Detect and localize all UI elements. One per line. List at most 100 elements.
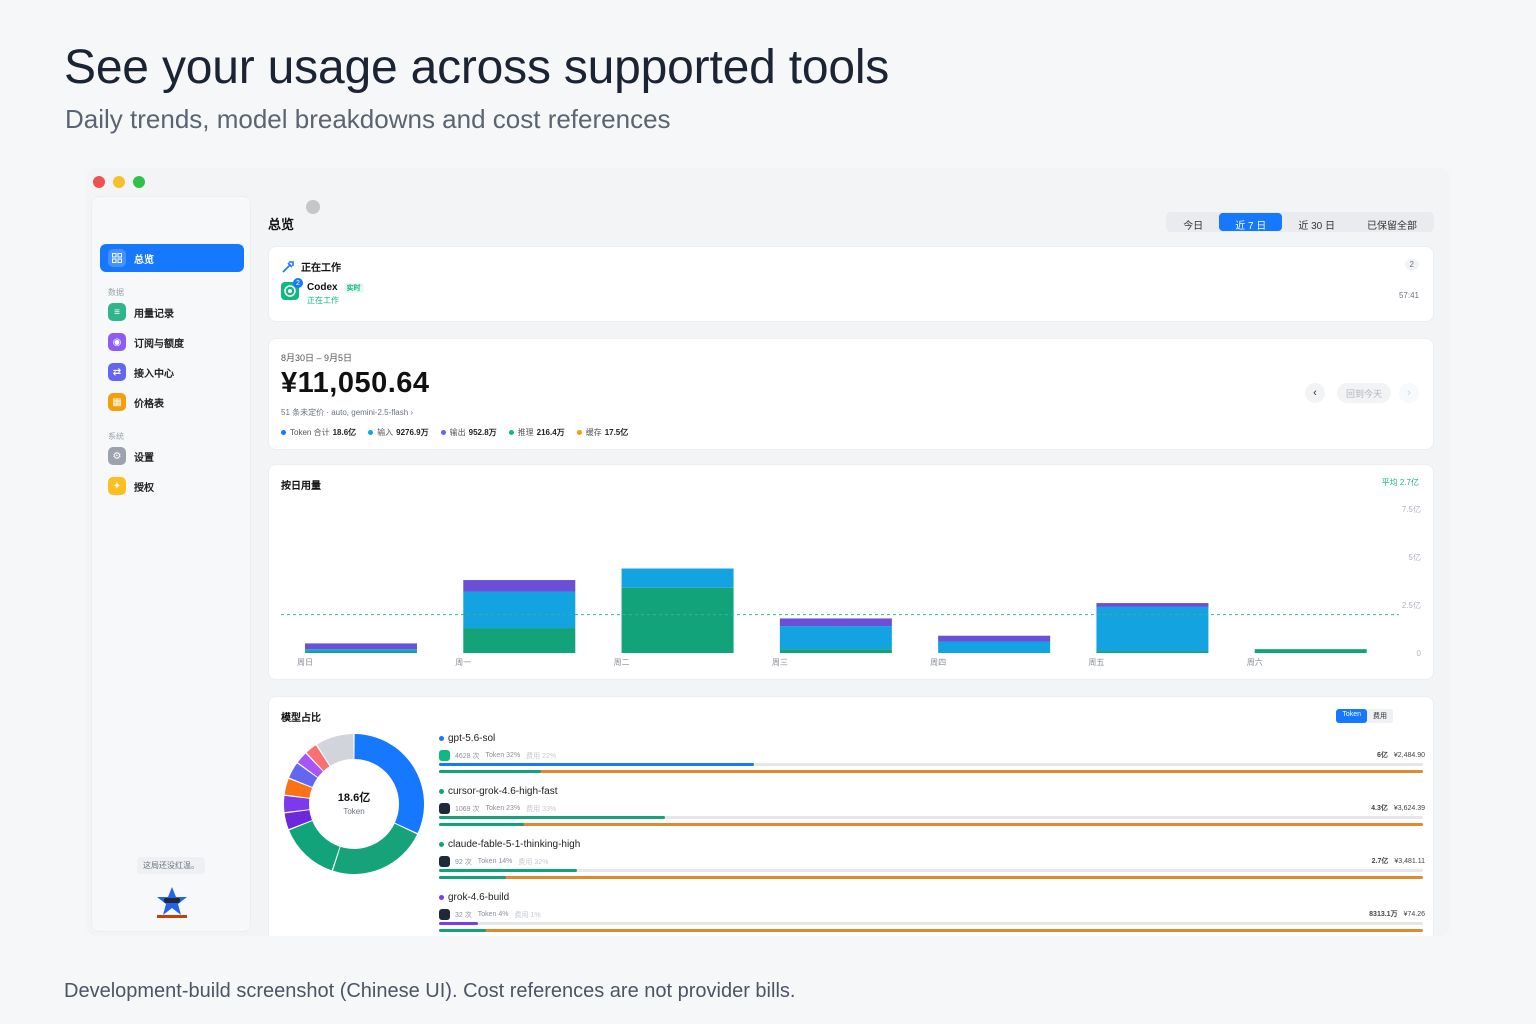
- model-name: grok-4.6-build: [439, 892, 1425, 903]
- legend-dot-icon: [440, 430, 446, 436]
- provider-icon: [439, 909, 450, 920]
- token-share: Token 32%: [485, 752, 521, 759]
- model-totals: 2.7亿 ¥3,481.11: [1372, 856, 1425, 866]
- bar-segment[interactable]: [1096, 603, 1209, 607]
- model-totals: 6亿 ¥2,484.90: [1377, 750, 1425, 760]
- close-window-button[interactable]: [93, 176, 105, 188]
- token-share-fill: [439, 816, 666, 819]
- bar-segment[interactable]: [463, 591, 576, 629]
- legend-label: Token 合计: [290, 428, 330, 437]
- bar-segment[interactable]: [1254, 649, 1367, 653]
- model-cost: ¥3,624.39: [1393, 805, 1425, 812]
- cost-share: 费用 1%: [514, 911, 541, 919]
- bar-segment[interactable]: [1096, 606, 1209, 652]
- model-row[interactable]: gpt-5.6-sol 4628 次 Token 32% 费用 22% 6亿 ¥2,484…: [439, 733, 1425, 773]
- model-tokens: 8313.1万: [1369, 911, 1398, 918]
- bar-segment[interactable]: [463, 580, 576, 592]
- breakdown-bar: [439, 823, 1423, 826]
- y-tick-label: 2.5亿: [1402, 600, 1421, 610]
- donut-slice[interactable]: [284, 795, 310, 813]
- model-name-text: grok-4.6-build: [448, 892, 510, 903]
- x-tick-label: 周三: [772, 658, 788, 667]
- donut-center-label: Token: [343, 807, 365, 816]
- prev-period-button[interactable]: ‹: [1305, 383, 1325, 403]
- bar-segment[interactable]: [305, 643, 417, 650]
- donut-slice[interactable]: [297, 753, 323, 778]
- model-row[interactable]: claude-fable-5-1-thinking-high 92 次 Token …: [439, 839, 1425, 879]
- sidebar-item-subscriptions[interactable]: ◉ 订阅与额度: [100, 328, 244, 356]
- sidebar-section-data: 数据: [108, 288, 124, 297]
- donut-slice[interactable]: [284, 810, 312, 830]
- bar-segment[interactable]: [305, 649, 417, 652]
- model-dot-icon: [439, 895, 444, 900]
- sidebar-item-integrations[interactable]: ⇄ 接入中心: [100, 358, 244, 386]
- sidebar-item-pricing[interactable]: ▦ 价格表: [100, 388, 244, 416]
- x-tick-label: 周五: [1088, 658, 1104, 667]
- model-totals: 4.3亿 ¥3,624.39: [1371, 803, 1425, 813]
- model-title: 模型占比: [281, 713, 321, 724]
- next-period-button[interactable]: ›: [1399, 383, 1419, 403]
- bar-segment[interactable]: [1096, 651, 1209, 653]
- model-tokens: 6亿: [1376, 752, 1388, 759]
- bar-segment[interactable]: [938, 641, 1051, 653]
- daily-bar-chart: 7.5亿 5亿 2.5亿 0 周日 周一 周二 周三 周四 周五 周六: [281, 504, 1422, 667]
- model-share-card: 模型占比 Token 费用 18.6亿 Token gpt-5.6-sol 462…: [268, 696, 1434, 936]
- back-today-button[interactable]: 回到今天: [1336, 383, 1391, 403]
- donut-slice[interactable]: [306, 745, 330, 771]
- zoom-window-button[interactable]: [133, 176, 145, 188]
- sidebar-item-license[interactable]: ✦ 授权: [100, 472, 244, 500]
- bar-segment[interactable]: [621, 568, 734, 588]
- legend-dot-icon: [508, 430, 514, 436]
- sidebar-item-label: 用量记录: [134, 308, 174, 320]
- bar-segment[interactable]: [463, 628, 576, 653]
- summary-card: 8月30日 – 9月5日 ¥11,050.64 51 条未定价 · auto, …: [268, 338, 1434, 450]
- toggle-cost[interactable]: 费用: [1373, 713, 1387, 720]
- x-tick-label: 周日: [297, 658, 313, 667]
- hammer-icon: [282, 260, 294, 273]
- bar-segment[interactable]: [779, 649, 892, 653]
- bar-segment[interactable]: [621, 587, 734, 653]
- model-tokens: 4.3亿: [1371, 805, 1388, 812]
- sidebar-item-settings[interactable]: ⚙ 设置: [100, 442, 244, 470]
- donut-slice[interactable]: [333, 823, 418, 874]
- tool-name: Codex: [307, 282, 338, 293]
- app-window: 总览 数据 ≡ 用量记录 ◉ 订阅与额度 ⇄ 接入中心 ▦ 价格表 系统 ⚙ 设…: [86, 168, 1450, 936]
- y-tick-label: 7.5亿: [1402, 504, 1421, 514]
- working-count-badge: 2: [1404, 259, 1419, 270]
- range-all[interactable]: 已保留全部: [1367, 221, 1417, 232]
- bar-segment[interactable]: [305, 651, 417, 653]
- call-count: 4628 次: [455, 752, 480, 760]
- donut-slice[interactable]: [284, 778, 312, 798]
- hero-title: See your usage across supported tools: [64, 41, 890, 94]
- token-legend: Token 合计 18.6亿 输入 9276.9万 输出 952.8万 推理 216.4万 缓存…: [281, 427, 628, 438]
- token-share-fill: [439, 869, 577, 872]
- donut-slice[interactable]: [317, 734, 354, 766]
- token-share: Token 4%: [477, 911, 509, 918]
- sidebar-item-overview[interactable]: 总览: [100, 244, 244, 272]
- model-row[interactable]: cursor-grok-4.6-high-fast 1069 次 Token 23%…: [439, 786, 1425, 826]
- model-meta: 1069 次 Token 23% 费用 33%: [439, 803, 1425, 814]
- user-circle-icon: ◉: [108, 333, 126, 351]
- donut-slice[interactable]: [289, 820, 340, 871]
- mascot-logo[interactable]: [154, 885, 190, 919]
- breakdown-fill: [439, 929, 487, 932]
- bar-segment[interactable]: [779, 618, 892, 627]
- model-row[interactable]: grok-4.6-build 32 次 Token 4% 费用 1% 8313.1万 ¥7…: [439, 892, 1425, 932]
- range-30d[interactable]: 近 30 日: [1298, 221, 1335, 232]
- legend-item: 输出 952.8万: [440, 427, 497, 438]
- bar-segment[interactable]: [779, 626, 892, 650]
- toggle-token[interactable]: Token: [1336, 709, 1367, 723]
- minimize-window-button[interactable]: [113, 176, 125, 188]
- breakdown-fill: [439, 823, 524, 826]
- daily-title: 按日用量: [281, 481, 321, 492]
- sidebar-item-usage-records[interactable]: ≡ 用量记录: [100, 298, 244, 326]
- tool-row[interactable]: 2 Codex 实时 正在工作: [281, 278, 364, 306]
- range-today[interactable]: 今日: [1183, 221, 1204, 232]
- range-7d[interactable]: 近 7 日: [1219, 213, 1283, 232]
- legend-value: 18.6亿: [332, 428, 357, 437]
- donut-slice[interactable]: [354, 734, 424, 834]
- codex-avatar: 2: [281, 278, 303, 300]
- donut-slice[interactable]: [289, 763, 318, 788]
- bar-segment[interactable]: [938, 635, 1051, 642]
- unpriced-link[interactable]: 51 条未定价 · auto, gemini-2.5-flash ›: [281, 408, 414, 417]
